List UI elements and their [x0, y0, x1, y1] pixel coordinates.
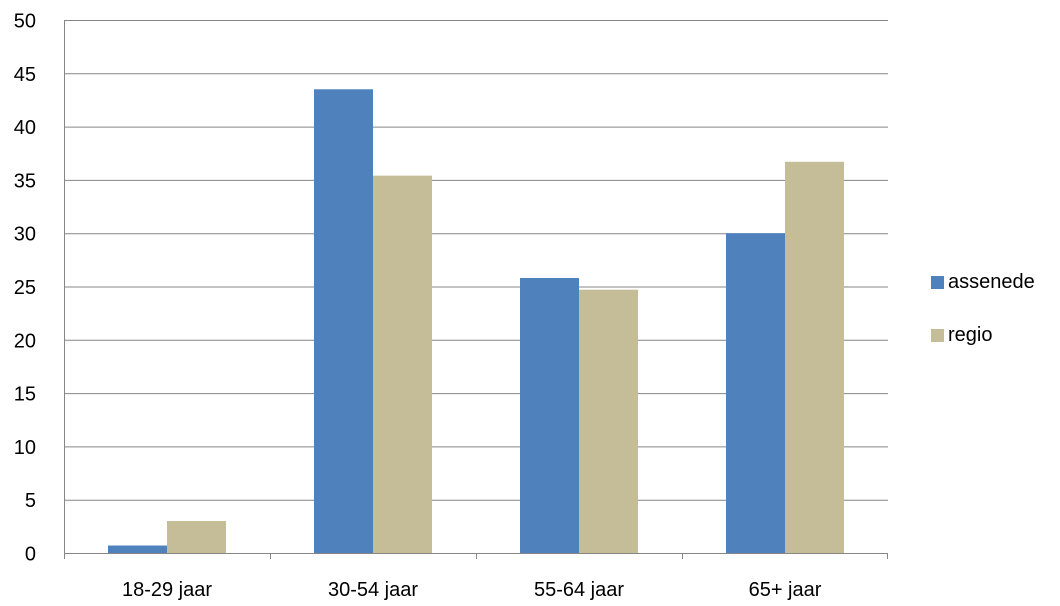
- bar-assenede-0: [108, 545, 167, 553]
- legend-label-assenede: assenede: [948, 270, 1035, 293]
- bar-regio-3: [785, 161, 844, 553]
- y-tick-label: 10: [14, 437, 36, 459]
- bar-assenede-3: [726, 233, 785, 553]
- x-tick-label: 55-64 jaar: [534, 579, 624, 601]
- y-tick-label: 45: [14, 64, 36, 86]
- y-tick-label: 40: [14, 117, 36, 139]
- legend-item-assenede: assenede: [931, 269, 1035, 295]
- legend-swatch-assenede: [931, 275, 944, 289]
- y-tick-label: 15: [14, 384, 36, 406]
- legend-label-regio: regio: [948, 323, 993, 346]
- bars: [108, 89, 844, 554]
- x-tick-labels: 18-29 jaar 30-54 jaar 55-64 jaar 65+ jaar: [122, 579, 822, 601]
- y-tick-label: 20: [14, 330, 36, 352]
- bar-regio-2: [579, 289, 638, 553]
- gridlines: [64, 20, 888, 501]
- y-tick-label: 25: [14, 277, 36, 299]
- x-tick-label: 65+ jaar: [749, 579, 822, 601]
- y-tick-label: 5: [25, 490, 36, 512]
- x-tick-label: 30-54 jaar: [328, 579, 418, 601]
- legend-item-regio: regio: [931, 322, 1035, 348]
- bar-regio-1: [373, 175, 432, 554]
- x-tick-label: 18-29 jaar: [122, 579, 212, 601]
- y-tick-label: 50: [14, 11, 36, 33]
- bar-assenede-1: [314, 89, 373, 553]
- legend: assenede regio: [931, 269, 1035, 375]
- axes: [64, 20, 888, 559]
- y-tick-label: 30: [14, 224, 36, 246]
- y-tick-label: 0: [25, 544, 36, 566]
- bar-regio-0: [167, 521, 226, 553]
- y-tick-labels: 0 5 10 15 20 25 30 35 40 45 50: [14, 11, 36, 566]
- bar-assenede-2: [520, 277, 579, 553]
- y-tick-label: 35: [14, 170, 36, 192]
- legend-swatch-regio: [931, 328, 944, 342]
